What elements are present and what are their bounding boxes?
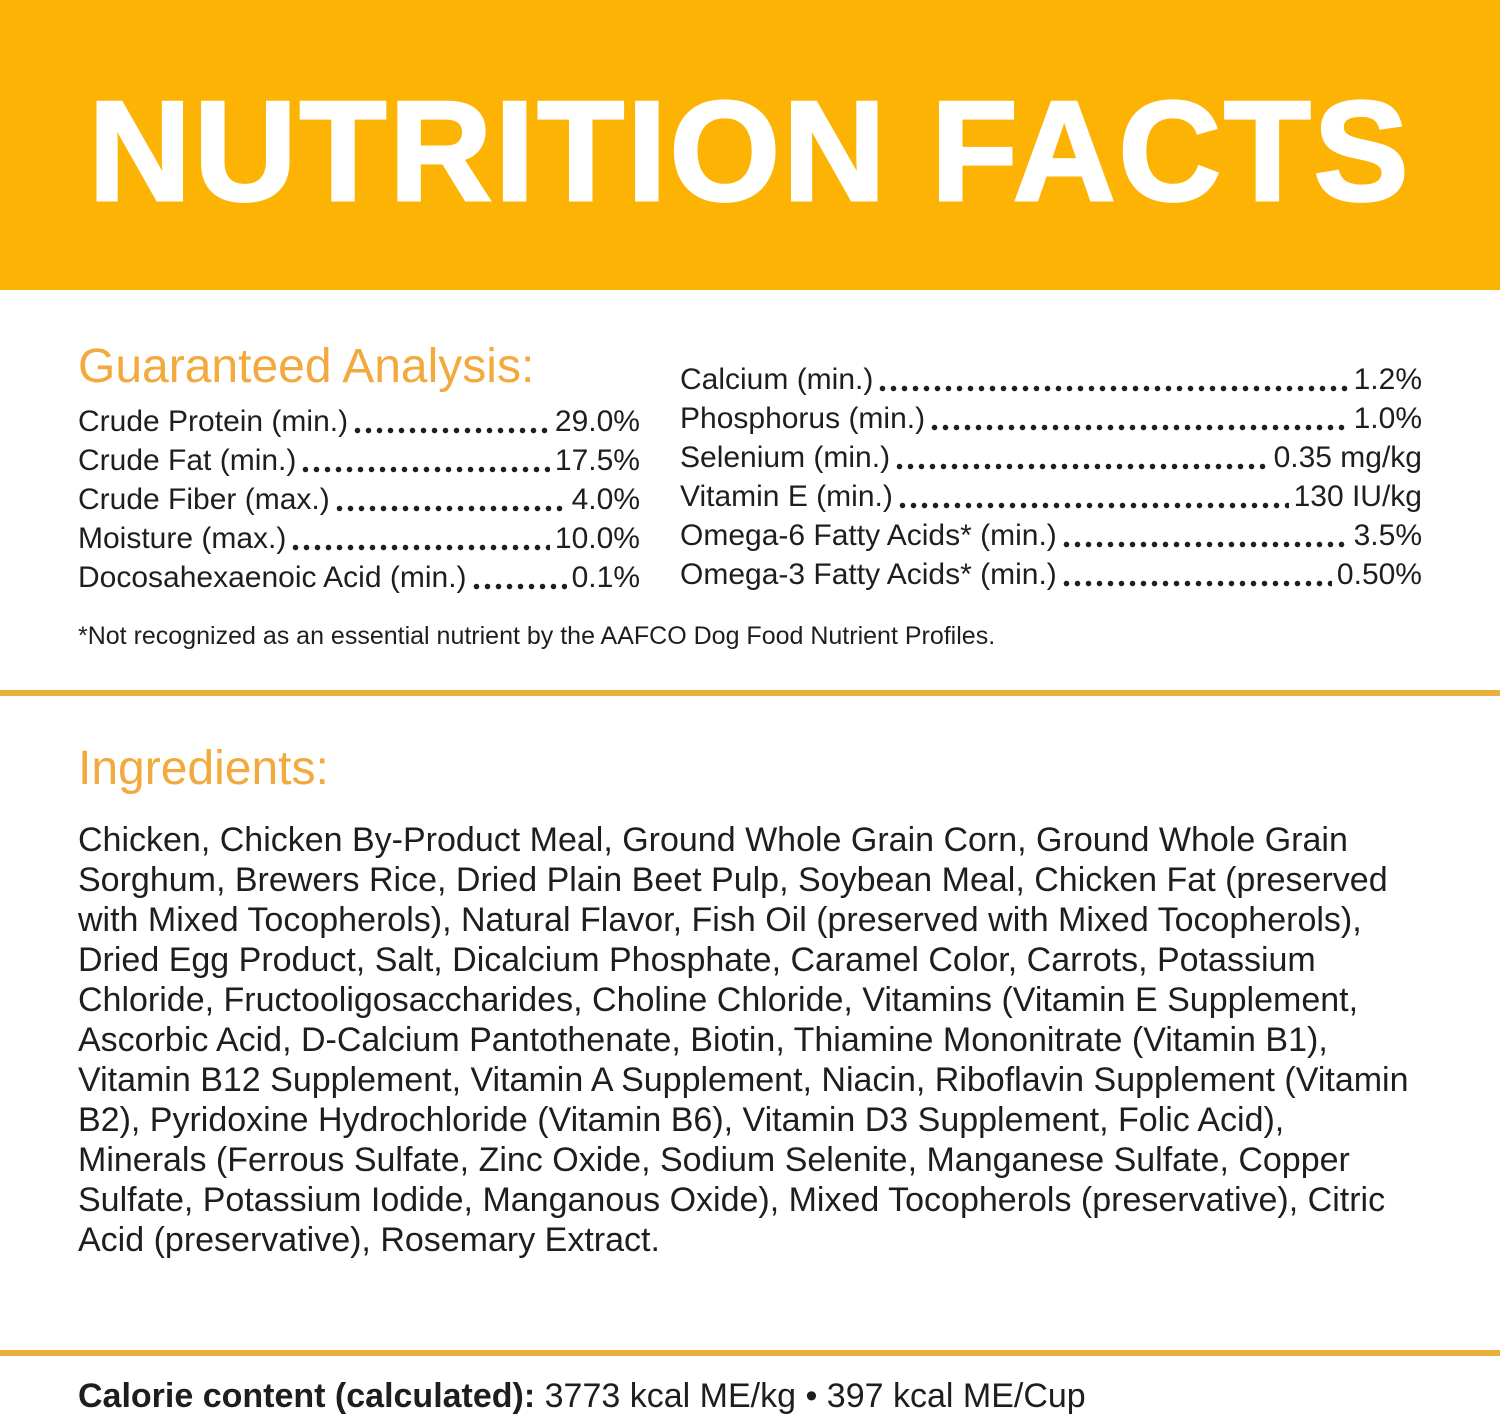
analysis-row: Omega-6 Fatty Acids* (min.) 3.5% (680, 516, 1422, 555)
dot-leader (1062, 580, 1332, 587)
analysis-row: Crude Protein (min.) 29.0% (78, 402, 640, 441)
analysis-row: Crude Fat (min.) 17.5% (78, 441, 640, 480)
nutrient-value: 130 IU/kg (1293, 480, 1422, 513)
dot-leader (472, 583, 567, 590)
dot-leader (354, 427, 550, 434)
nutrient-label: Crude Fat (min.) (78, 444, 297, 477)
nutrient-value: 10.0% (554, 522, 640, 555)
dot-leader (1062, 541, 1349, 548)
nutrient-label: Docosahexaenoic Acid (min.) (78, 561, 467, 594)
dot-leader (896, 463, 1269, 470)
nutrient-value: 1.2% (1353, 363, 1422, 396)
dot-leader (302, 466, 550, 473)
ingredients-text: Chicken, Chicken By-Product Meal, Ground… (78, 821, 1409, 1259)
nutrient-value: 0.50% (1336, 558, 1422, 591)
dot-leader (931, 424, 1349, 431)
dot-leader (335, 505, 567, 512)
analysis-row: Moisture (max.) 10.0% (78, 519, 640, 558)
calorie-content-label: Calorie content (calculated): (78, 1377, 536, 1415)
nutrient-value: 29.0% (554, 405, 640, 438)
banner: NUTRITION FACTS (0, 0, 1500, 290)
analysis-row: Crude Fiber (max.) 4.0% (78, 480, 640, 519)
nutrient-label: Moisture (max.) (78, 522, 287, 555)
guaranteed-analysis-heading: Guaranteed Analysis: (78, 340, 535, 393)
nutrient-label: Omega-6 Fatty Acids* (min.) (680, 519, 1057, 552)
calorie-content-value: 3773 kcal ME/kg • 397 kcal ME/Cup (535, 1377, 1086, 1415)
analysis-row: Vitamin E (min.) 130 IU/kg (680, 477, 1422, 516)
analysis-row: Phosphorus (min.) 1.0% (680, 399, 1422, 438)
nutrient-value: 1.0% (1353, 402, 1422, 435)
nutrient-label: Crude Fiber (max.) (78, 483, 330, 516)
nutrient-label: Crude Protein (min.) (78, 405, 349, 438)
guaranteed-analysis-left-column: Guaranteed Analysis: Crude Protein (min.… (78, 340, 640, 597)
nutrient-label: Vitamin E (min.) (680, 480, 893, 513)
calorie-content-line: Calorie content (calculated): 3773 kcal … (0, 1376, 1500, 1416)
guaranteed-analysis-section: Guaranteed Analysis: Crude Protein (min.… (0, 340, 1500, 652)
ingredients-section: Ingredients: Chicken, Chicken By-Product… (0, 742, 1500, 1260)
ingredients-heading: Ingredients: (78, 742, 329, 795)
nutrient-value: 0.35 mg/kg (1273, 441, 1422, 474)
aafco-footnote: *Not recognized as an essential nutrient… (78, 622, 996, 650)
analysis-row: Docosahexaenoic Acid (min.) 0.1% (78, 558, 640, 597)
nutrient-value: 17.5% (554, 444, 640, 477)
nutrient-label: Omega-3 Fatty Acids* (min.) (680, 558, 1057, 591)
nutrient-label: Selenium (min.) (680, 441, 891, 474)
analysis-row: Omega-3 Fatty Acids* (min.) 0.50% (680, 555, 1422, 594)
dot-leader (898, 502, 1289, 509)
nutrient-value: 4.0% (571, 483, 640, 516)
nutrient-value: 0.1% (571, 561, 640, 594)
nutrient-label: Phosphorus (min.) (680, 402, 926, 435)
dot-leader (292, 544, 550, 551)
section-divider (0, 1350, 1500, 1356)
page-title: NUTRITION FACTS (87, 71, 1412, 233)
section-divider (0, 690, 1500, 696)
nutrient-value: 3.5% (1353, 519, 1422, 552)
nutrient-label: Calcium (min.) (680, 363, 874, 396)
guaranteed-analysis-right-column: Calcium (min.) 1.2% Phosphorus (min.) 1.… (680, 360, 1422, 597)
analysis-row: Selenium (min.) 0.35 mg/kg (680, 438, 1422, 477)
calorie-content-block: Calorie content (calculated): 3773 kcal … (0, 1350, 1500, 1424)
dot-leader (879, 385, 1349, 392)
analysis-row: Calcium (min.) 1.2% (680, 360, 1422, 399)
